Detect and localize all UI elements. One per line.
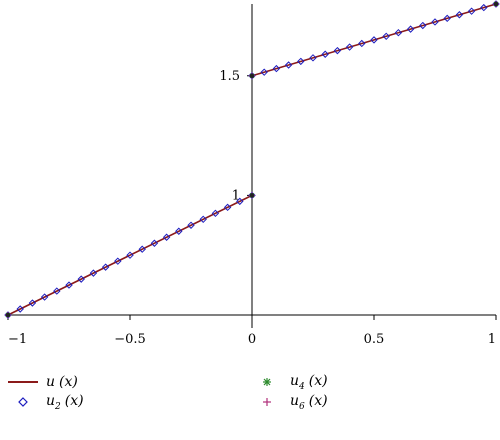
marker-u2 xyxy=(236,197,244,206)
x-tick-label: −0.5 xyxy=(114,332,146,347)
marker-u2 xyxy=(150,239,159,247)
series-line-u xyxy=(7,194,253,316)
marker-u2 xyxy=(406,25,415,33)
marker-u2 xyxy=(358,39,366,48)
marker-u2 xyxy=(443,14,451,23)
y-tick-label: 1.5 xyxy=(219,69,240,84)
marker-u2 xyxy=(419,21,427,30)
marker-u2 xyxy=(333,46,342,55)
marker-u2 xyxy=(16,305,24,313)
series-line-u xyxy=(251,3,497,77)
legend-diamond-swatch xyxy=(8,392,38,412)
marker-u2 xyxy=(272,64,281,73)
marker-u2 xyxy=(162,233,171,241)
marker-u2 xyxy=(431,18,439,26)
legend-label-u4: u4 (x) xyxy=(290,372,328,392)
marker-u2 xyxy=(175,227,183,235)
x-tick-label: 1 xyxy=(488,332,496,347)
marker-u2 xyxy=(53,287,61,295)
legend-item-u: u (x) xyxy=(8,372,78,392)
marker-u2 xyxy=(40,293,49,301)
marker-u2 xyxy=(114,257,122,265)
legend-label-u: u (x) xyxy=(46,374,78,390)
marker-u2 xyxy=(260,68,268,76)
endpoint-dot xyxy=(249,193,255,198)
x-tick-label: −1 xyxy=(8,332,27,347)
endpoint-dot xyxy=(493,1,499,7)
marker-u2 xyxy=(455,11,464,19)
legend-label-u2: u2 (x) xyxy=(46,392,84,412)
marker-u2 xyxy=(297,57,305,66)
legend-item-u6: u6 (x) xyxy=(252,392,328,412)
marker-u2 xyxy=(223,203,232,212)
endpoint-dot xyxy=(5,312,11,318)
marker-u2 xyxy=(370,36,378,44)
marker-u2 xyxy=(467,7,476,15)
marker-u2 xyxy=(284,61,293,69)
marker-u2 xyxy=(138,245,146,253)
legend-label-u6: u6 (x) xyxy=(290,392,328,412)
marker-u2 xyxy=(126,251,134,259)
marker-u2 xyxy=(309,54,317,62)
marker-u2 xyxy=(101,263,110,271)
marker-u2 xyxy=(394,29,403,37)
marker-u2 xyxy=(77,275,85,283)
marker-u2 xyxy=(211,209,220,218)
legend-star-swatch xyxy=(252,372,282,392)
marker-u2 xyxy=(199,215,207,224)
marker-u2 xyxy=(345,43,354,51)
x-tick-label: 0 xyxy=(248,332,256,347)
legend-line-swatch xyxy=(8,372,38,392)
legend-item-u2: u2 (x) xyxy=(8,392,84,412)
legend-item-u4: u4 (x) xyxy=(252,372,328,392)
endpoint-dot xyxy=(249,73,255,78)
marker-u2 xyxy=(321,50,329,58)
legend: u (x) u2 (x) u4 (x) xyxy=(0,364,500,440)
marker-u2 xyxy=(89,269,98,277)
legend-plus-swatch xyxy=(252,392,282,412)
marker-u2 xyxy=(28,299,37,307)
y-tick-label: 1 xyxy=(232,188,240,203)
marker-u2 xyxy=(187,221,195,229)
marker-u2 xyxy=(65,281,73,289)
x-tick-label: 0.5 xyxy=(364,332,385,347)
marker-u2 xyxy=(480,3,488,12)
marker-u2 xyxy=(382,32,390,41)
